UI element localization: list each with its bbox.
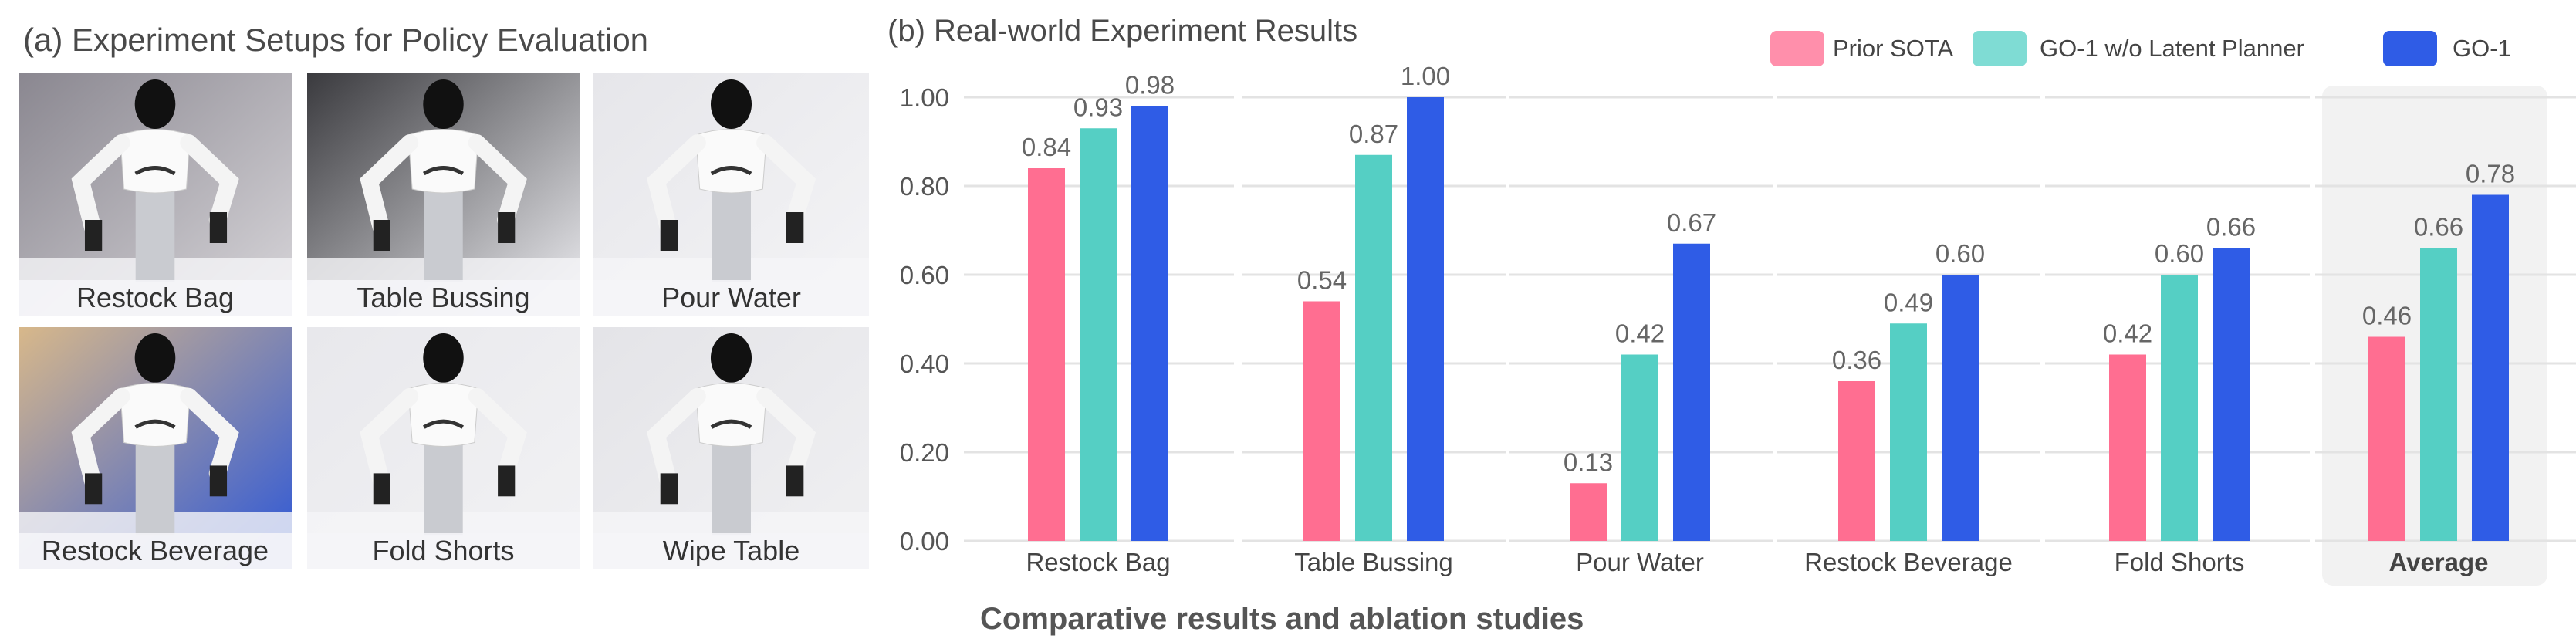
bar-go-1-w-o-latent-planner bbox=[2420, 248, 2457, 541]
x-tick-label: Average bbox=[2388, 548, 2488, 576]
chart-title: (b) Real-world Experiment Results bbox=[887, 14, 1357, 48]
setup-image-caption: Restock Beverage bbox=[19, 533, 292, 569]
y-tick-label: 0.60 bbox=[900, 261, 949, 289]
legend-label-go1-wo-planner: GO-1 w/o Latent Planner bbox=[2040, 35, 2304, 62]
setup-image-pour-water: Pour Water bbox=[593, 73, 869, 316]
bar-value-label: 0.78 bbox=[2466, 160, 2515, 188]
bar-go-1-w-o-latent-planner bbox=[1355, 154, 1392, 541]
legend-label-prior-sota: Prior SOTA bbox=[1833, 35, 1954, 62]
bar-go-1-w-o-latent-planner bbox=[1621, 354, 1658, 541]
legend-label-go1: GO-1 bbox=[2453, 35, 2511, 62]
setup-image-caption: Wipe Table bbox=[593, 533, 869, 569]
setup-image-caption: Restock Bag bbox=[19, 280, 292, 316]
robot-scene-illustration bbox=[19, 73, 292, 316]
bar-value-label: 0.66 bbox=[2414, 213, 2463, 242]
setup-image-table-bussing: Table Bussing bbox=[307, 73, 580, 316]
setup-image-fold-shorts: Fold Shorts bbox=[307, 327, 580, 569]
bar-value-label: 0.13 bbox=[1564, 448, 1613, 476]
bar-value-label: 0.60 bbox=[2155, 239, 2204, 268]
x-tick-label: Restock Beverage bbox=[1804, 548, 2013, 576]
bar-go-1 bbox=[1673, 243, 1710, 541]
x-tick-label: Fold Shorts bbox=[2115, 548, 2245, 576]
bar-value-label: 0.46 bbox=[2362, 302, 2412, 330]
bar-value-label: 0.98 bbox=[1125, 71, 1175, 100]
legend-swatch-go1-wo-planner bbox=[1973, 31, 2027, 66]
bar-go-1-w-o-latent-planner bbox=[1890, 323, 1927, 541]
x-tick-label: Restock Bag bbox=[1026, 548, 1170, 576]
y-tick-label: 0.40 bbox=[900, 350, 949, 378]
robot-scene-illustration bbox=[593, 327, 869, 569]
bar-prior-sota bbox=[1570, 483, 1607, 541]
bar-prior-sota bbox=[1303, 301, 1340, 541]
bar-value-label: 0.36 bbox=[1832, 346, 1881, 374]
setup-image-restock-bag: Restock Bag bbox=[19, 73, 292, 316]
bar-value-label: 0.84 bbox=[1022, 133, 1071, 161]
y-tick-label: 0.00 bbox=[900, 527, 949, 556]
bar-go-1 bbox=[1131, 106, 1168, 541]
y-tick-label: 0.20 bbox=[900, 438, 949, 467]
bar-value-label: 0.49 bbox=[1884, 288, 1933, 316]
x-tick-label: Table Bussing bbox=[1294, 548, 1452, 576]
bar-value-label: 0.60 bbox=[1935, 239, 1985, 268]
setup-image-wipe-table: Wipe Table bbox=[593, 327, 869, 569]
bar-go-1 bbox=[1942, 275, 1979, 541]
setup-image-caption: Table Bussing bbox=[307, 280, 580, 316]
setup-image-caption: Pour Water bbox=[593, 280, 869, 316]
bar-value-label: 0.42 bbox=[1615, 319, 1665, 348]
bar-go-1-w-o-latent-planner bbox=[1080, 128, 1117, 541]
left-panel-title: (a) Experiment Setups for Policy Evaluat… bbox=[23, 22, 649, 58]
legend-swatch-prior-sota bbox=[1770, 31, 1824, 66]
bar-value-label: 0.54 bbox=[1297, 266, 1347, 295]
bar-prior-sota bbox=[1028, 168, 1065, 541]
bar-value-label: 0.66 bbox=[2206, 213, 2256, 242]
bar-prior-sota bbox=[2368, 336, 2405, 541]
x-tick-label: Pour Water bbox=[1576, 548, 1704, 576]
setup-image-restock-beverage: Restock Beverage bbox=[19, 327, 292, 569]
bar-go-1 bbox=[2472, 194, 2509, 541]
bar-go-1 bbox=[2213, 248, 2250, 541]
bar-go-1 bbox=[1407, 97, 1444, 541]
setup-image-caption: Fold Shorts bbox=[307, 533, 580, 569]
y-tick-label: 0.80 bbox=[900, 172, 949, 201]
bar-value-label: 1.00 bbox=[1401, 62, 1450, 90]
bar-value-label: 0.42 bbox=[2103, 319, 2152, 348]
bar-prior-sota bbox=[1838, 381, 1875, 541]
y-tick-label: 1.00 bbox=[900, 83, 949, 112]
bar-go-1-w-o-latent-planner bbox=[2161, 275, 2198, 541]
bar-value-label: 0.87 bbox=[1349, 120, 1398, 148]
legend-swatch-go1 bbox=[2383, 31, 2437, 66]
bar-value-label: 0.93 bbox=[1073, 93, 1123, 121]
bar-prior-sota bbox=[2109, 354, 2146, 541]
figure-caption: Comparative results and ablation studies bbox=[980, 602, 1584, 636]
bar-value-label: 0.67 bbox=[1667, 208, 1716, 237]
